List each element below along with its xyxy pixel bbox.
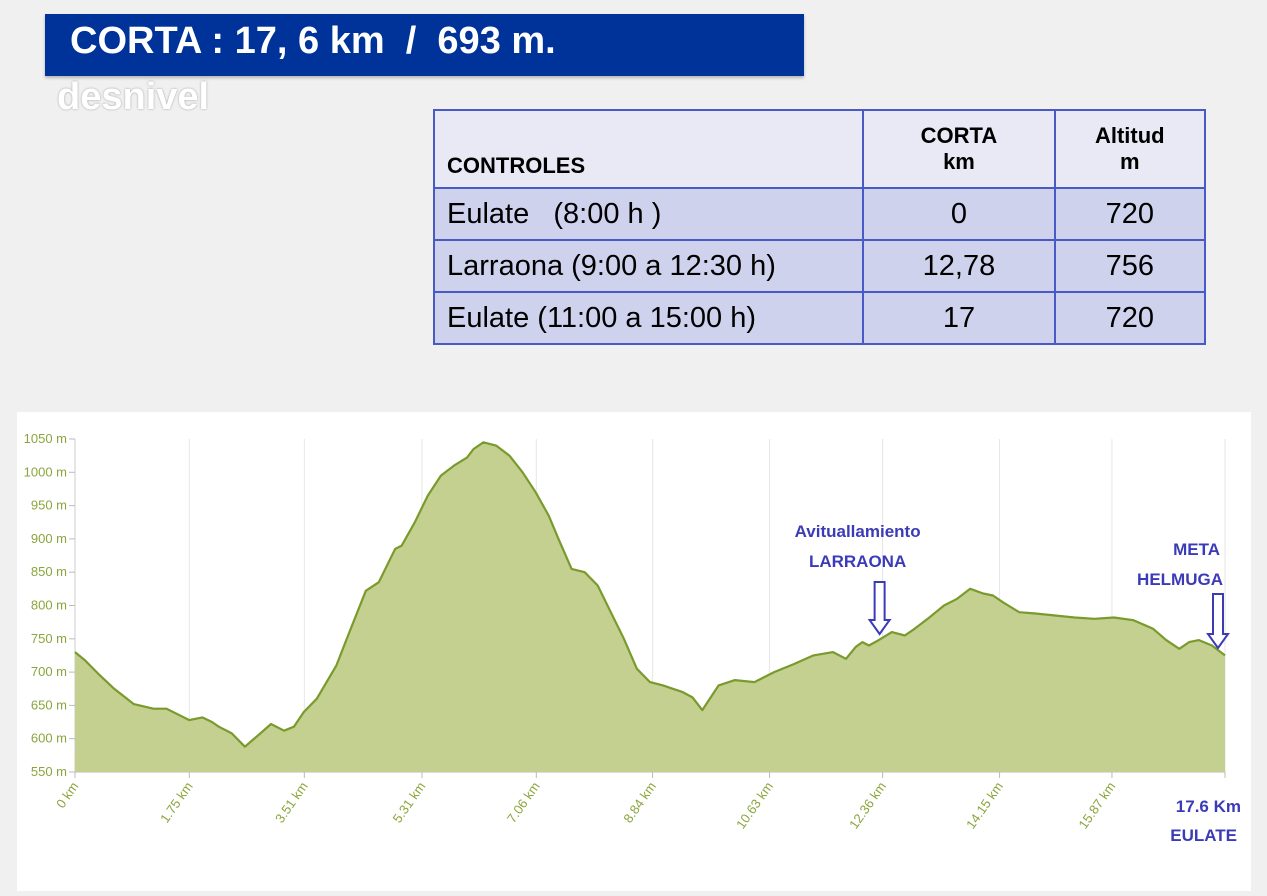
x-tick-label: 1.75 km: [157, 779, 196, 825]
x-tick-label: 0 km: [53, 779, 81, 811]
y-tick-label: 950 m: [31, 498, 67, 513]
y-tick-label: 600 m: [31, 731, 67, 746]
annotation-avituallamiento: Avituallamiento: [795, 522, 921, 541]
header-m: m: [1120, 149, 1140, 174]
larraona-arrow-icon: [867, 581, 892, 636]
y-tick-label: 1050 m: [24, 431, 67, 446]
y-tick-label: 850 m: [31, 564, 67, 579]
meta-arrow-icon: [1206, 593, 1230, 650]
table-row: Eulate (11:00 a 15:00 h) 17 720: [432, 291, 1207, 345]
x-tick-label: 7.06 km: [504, 779, 543, 825]
cell-altitud: 720: [1053, 291, 1207, 345]
annotation-meta: META: [1173, 540, 1220, 559]
page-title: CORTA : 17, 6 km / 693 m.: [70, 20, 556, 62]
table-row: Eulate (8:00 h ) 0 720: [432, 187, 1207, 241]
y-tick-label: 700 m: [31, 664, 67, 679]
elevation-area: [75, 442, 1225, 772]
header-corta-km: CORTA km: [862, 109, 1056, 189]
x-tick-label: 15.87 km: [1075, 779, 1118, 831]
y-tick-label: 800 m: [31, 598, 67, 613]
elevation-chart: 550 m 600 m 650 m 700 m 750 m 800 m 850 m 900 m…: [24, 431, 1241, 845]
header-controles: CONTROLES: [432, 109, 865, 189]
elevation-line: [74, 441, 1226, 748]
cell-km: 17: [862, 291, 1056, 345]
annotation-eulate: EULATE: [1170, 826, 1237, 845]
x-tick-label: 3.51 km: [272, 779, 311, 825]
annotation-distance: 17.6 Km: [1176, 797, 1241, 816]
cell-control: Eulate (8:00 h ): [432, 187, 865, 241]
x-tick-label: 12.36 km: [846, 779, 889, 831]
page-subtitle: desnivel: [57, 76, 210, 118]
annotation-helmuga: HELMUGA: [1137, 570, 1223, 589]
table-header-row: CONTROLES CORTA km Altitud m: [432, 109, 1207, 189]
cell-km: 12,78: [862, 239, 1056, 293]
y-tick-label: 750 m: [31, 631, 67, 646]
header-altitud: Altitud: [1094, 123, 1165, 148]
header-altitud-m: Altitud m: [1053, 109, 1207, 189]
y-tick-label: 650 m: [31, 697, 67, 712]
cell-km: 0: [862, 187, 1056, 241]
x-tick-label: 8.84 km: [620, 779, 659, 825]
y-tick-label: 1000 m: [24, 464, 67, 479]
title-bar: CORTA : 17, 6 km / 693 m.: [45, 14, 804, 76]
y-tick-label: 550 m: [31, 764, 67, 779]
elevation-chart-panel: 550 m 600 m 650 m 700 m 750 m 800 m 850 m 900 m…: [17, 412, 1251, 891]
annotation-larraona: LARRAONA: [809, 552, 906, 571]
header-corta: CORTA: [920, 123, 998, 148]
x-tick-label: 14.15 km: [963, 779, 1006, 831]
y-tick-label: 900 m: [31, 531, 67, 546]
x-tick-label: 10.63 km: [733, 779, 776, 831]
cell-altitud: 756: [1053, 239, 1207, 293]
cell-control: Larraona (9:00 a 12:30 h): [432, 239, 865, 293]
cell-control: Eulate (11:00 a 15:00 h): [432, 291, 865, 345]
header-km: km: [943, 149, 975, 174]
table-row: Larraona (9:00 a 12:30 h) 12,78 756: [432, 239, 1207, 293]
x-tick-label: 5.31 km: [390, 779, 429, 825]
cell-altitud: 720: [1053, 187, 1207, 241]
controls-table: CONTROLES CORTA km Altitud m Eulate (8:0…: [432, 109, 1207, 345]
